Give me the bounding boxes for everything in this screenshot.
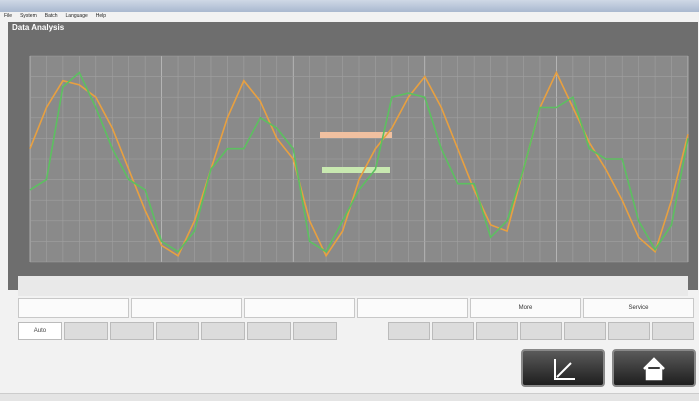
menu-item[interactable]: Language: [66, 12, 88, 21]
spacer: [339, 322, 387, 340]
button[interactable]: More: [470, 298, 581, 318]
tab[interactable]: [247, 322, 291, 340]
chart-icon: [523, 351, 603, 385]
menu-item[interactable]: File: [4, 12, 12, 21]
chart-button[interactable]: [521, 349, 605, 387]
tab[interactable]: [564, 322, 606, 340]
tab[interactable]: [156, 322, 200, 340]
tab[interactable]: [608, 322, 650, 340]
home-button[interactable]: [612, 349, 696, 387]
button[interactable]: Service: [583, 298, 694, 318]
chart: [8, 34, 698, 274]
button[interactable]: [244, 298, 355, 318]
header-title: Data Analysis: [12, 23, 64, 32]
menu-item[interactable]: System: [20, 12, 37, 21]
tab[interactable]: [652, 322, 694, 340]
tab[interactable]: Auto: [18, 322, 62, 340]
menu-item[interactable]: Batch: [45, 12, 58, 21]
tab[interactable]: [201, 322, 245, 340]
button[interactable]: [131, 298, 242, 318]
tab[interactable]: [293, 322, 337, 340]
tab[interactable]: [476, 322, 518, 340]
marker-bar: [320, 132, 392, 138]
home-icon: [614, 351, 694, 385]
tab-row: Auto: [18, 322, 694, 340]
menu-item[interactable]: Help: [96, 12, 106, 21]
tab[interactable]: [520, 322, 562, 340]
tab[interactable]: [388, 322, 430, 340]
menu-bar: File System Batch Language Help: [4, 12, 699, 21]
tab[interactable]: [432, 322, 474, 340]
title-bar: [0, 0, 699, 12]
page: File System Batch Language Help Data Analysi…: [0, 0, 699, 401]
status-bar: [0, 393, 699, 401]
button[interactable]: [357, 298, 468, 318]
tab[interactable]: [110, 322, 154, 340]
tab[interactable]: [64, 322, 108, 340]
legend-strip: [18, 276, 688, 296]
marker-bar: [322, 167, 390, 173]
button[interactable]: [18, 298, 129, 318]
